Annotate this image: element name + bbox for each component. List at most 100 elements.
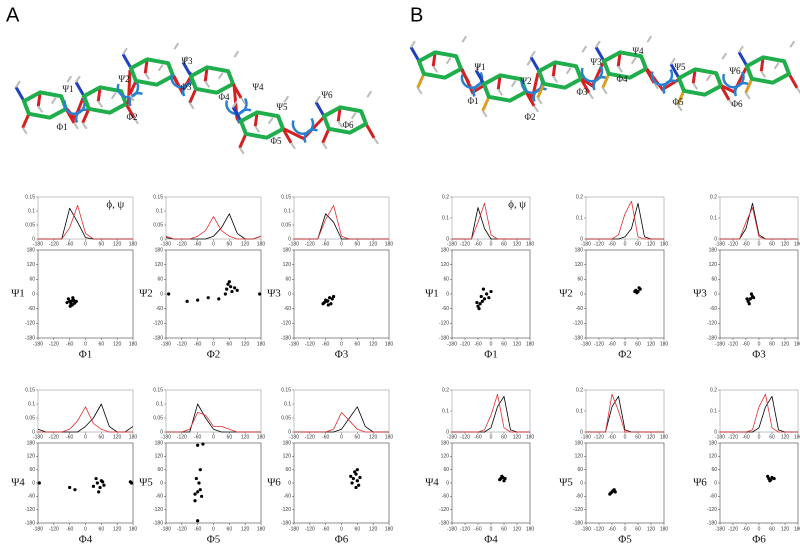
- substituent-bond: [519, 64, 529, 80]
- torsion-label: Φ2: [524, 112, 535, 122]
- x-tick-label: -60: [742, 241, 749, 247]
- x-axis-label: Φ3: [752, 349, 766, 361]
- x-tick-label: -60: [322, 241, 329, 247]
- substituent-bond: [670, 57, 676, 65]
- scatter-point: [358, 475, 362, 480]
- density-frame: [719, 389, 799, 433]
- y-axis-label: Ψ2: [559, 288, 573, 300]
- y-tick-label: 180: [709, 440, 718, 446]
- y-tick-label: 0.1: [284, 208, 291, 214]
- legend-entry: ϕ,: [106, 199, 115, 211]
- substituent-bond: [676, 104, 683, 112]
- x-tick-label: -180: [161, 526, 171, 532]
- x-tick-label: 180: [257, 526, 266, 532]
- x-tick-label: -180: [161, 434, 171, 440]
- y-tick-label: -60: [576, 494, 583, 500]
- scatter-point: [37, 481, 41, 485]
- substituent-bond: [536, 97, 543, 105]
- y-tick-label: 120: [441, 454, 450, 460]
- x-tick-label: -180: [289, 241, 299, 247]
- sugar-ring: [416, 50, 464, 80]
- scatter-point: [193, 499, 197, 503]
- x-tick-label: 180: [794, 241, 800, 247]
- scatter-point: [633, 289, 637, 294]
- y-tick-label: 0.2: [576, 387, 583, 393]
- x-axis-label: Φ5: [618, 534, 632, 546]
- y-tick-label: 0: [580, 291, 583, 297]
- y-tick-label: 180: [27, 440, 36, 446]
- substituent-bond: [782, 46, 792, 62]
- x-tick-label: -60: [608, 434, 615, 440]
- scatter-point: [98, 485, 102, 490]
- x-tick-label: 0: [84, 434, 87, 440]
- substituent-bond: [121, 53, 133, 69]
- substituent-bond: [204, 80, 211, 88]
- x-tick-label: 60: [355, 526, 361, 532]
- x-tick-label: 120: [369, 341, 378, 347]
- y-tick-label: -180: [25, 520, 35, 526]
- x-tick-label: 180: [794, 526, 800, 532]
- y-tick-label: 60: [157, 467, 163, 473]
- y-axis-label: Ψ5: [559, 477, 573, 489]
- y-tick-label: 0: [714, 429, 717, 435]
- x-tick-label: -60: [194, 241, 201, 247]
- x-tick-label: 60: [355, 434, 361, 440]
- torsion-label: Φ3: [576, 87, 588, 97]
- scatter-point: [477, 307, 481, 311]
- y-tick-label: 0: [32, 429, 35, 435]
- x-axis-label: Φ6: [752, 534, 766, 546]
- scatter-point: [500, 474, 504, 478]
- sugar-ring: [676, 67, 724, 97]
- y-tick-label: 0.2: [576, 194, 583, 200]
- y-tick-label: 0: [160, 291, 163, 297]
- x-tick-label: 0: [490, 434, 493, 440]
- y-tick-label: 0.05: [153, 415, 163, 421]
- substituent-bond: [594, 46, 606, 62]
- scatter-point: [72, 301, 77, 305]
- substituent-bond: [669, 63, 681, 79]
- x-tick-label: 0: [340, 341, 343, 347]
- y-tick-label: 120: [27, 262, 36, 268]
- x-tick-label: -120: [177, 241, 187, 247]
- y-tick-label: 0: [32, 236, 35, 242]
- scatter-point: [485, 292, 489, 296]
- x-tick-label: -120: [49, 526, 59, 532]
- substituent-bond: [66, 75, 73, 83]
- torsion-arrow: [532, 87, 548, 103]
- substituent-bond: [240, 97, 246, 105]
- y-tick-label: 0.2: [442, 387, 449, 393]
- torsion-label: Φ4: [218, 92, 230, 102]
- x-tick-label: 120: [513, 526, 522, 532]
- plot-frame: [165, 442, 262, 524]
- y-tick-label: -60: [442, 494, 449, 500]
- substituent-bond: [21, 113, 31, 129]
- substituent-bond: [157, 64, 164, 72]
- y-tick-label: 180: [27, 247, 36, 253]
- substituent-bond: [497, 88, 504, 96]
- torsion-arrow: [303, 128, 319, 144]
- substituent-bond: [119, 76, 129, 92]
- scatter-point: [353, 470, 357, 474]
- y-tick-label: 120: [155, 262, 164, 268]
- y-tick-label: 0.2: [442, 194, 449, 200]
- y-tick-label: -60: [576, 306, 583, 312]
- substituent-bond: [14, 86, 26, 102]
- y-tick-label: 60: [29, 277, 35, 283]
- sugar-ring: [238, 110, 286, 140]
- substituent-bond: [73, 122, 79, 130]
- x-tick-label: -180: [447, 526, 457, 532]
- y-tick-label: 180: [441, 247, 450, 253]
- x-tick-label: 0: [212, 341, 215, 347]
- scatter-point: [65, 300, 69, 305]
- x-tick-label: -60: [194, 526, 201, 532]
- substituent-bond: [787, 73, 799, 89]
- scatter-point: [330, 297, 334, 301]
- x-tick-label: -120: [305, 341, 315, 347]
- x-tick-label: -120: [305, 526, 315, 532]
- y-tick-label: 180: [283, 247, 292, 253]
- substituent-bond: [15, 80, 21, 88]
- y-axis-label: Ψ4: [11, 477, 25, 489]
- y-tick-label: -180: [707, 520, 717, 526]
- x-tick-label: -180: [715, 341, 725, 347]
- x-tick-label: 180: [257, 241, 266, 247]
